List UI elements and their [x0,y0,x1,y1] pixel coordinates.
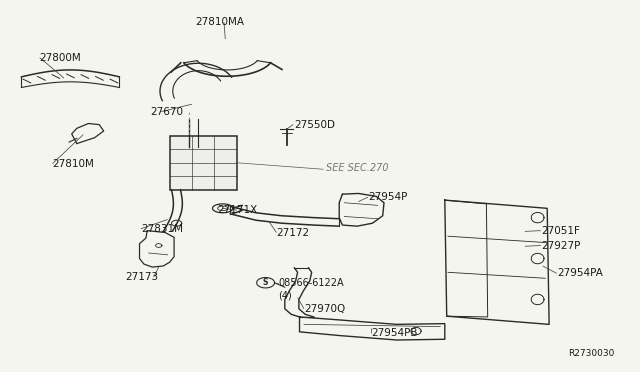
Text: 27550D: 27550D [294,120,335,129]
Text: R2730030: R2730030 [568,349,614,358]
Text: 27171X: 27171X [218,205,258,215]
Text: 27954PA: 27954PA [557,269,603,278]
Text: SEE SEC.270: SEE SEC.270 [326,163,389,173]
Text: 27831M: 27831M [141,224,183,234]
Text: 27954P: 27954P [368,192,408,202]
Text: 27810MA: 27810MA [195,17,244,27]
Text: 27800M: 27800M [40,53,81,62]
Bar [170,136,237,190]
Text: 27670: 27670 [150,107,184,116]
Text: (4): (4) [278,291,292,301]
Text: 27172: 27172 [276,228,310,237]
Text: 27970Q: 27970Q [304,304,345,314]
Text: 27173: 27173 [125,272,158,282]
Text: 27810M: 27810M [52,159,94,169]
Text: S: S [263,278,268,287]
Text: 27051F: 27051F [541,226,580,235]
Text: 27927P: 27927P [541,241,580,250]
Text: 27954PB: 27954PB [371,328,418,338]
Text: 08566-6122A: 08566-6122A [278,278,344,288]
